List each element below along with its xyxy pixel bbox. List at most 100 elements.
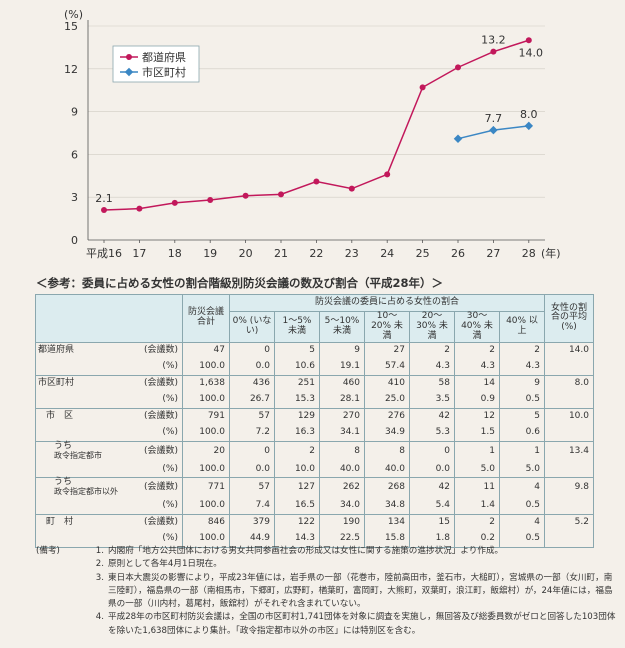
x-unit-label: (年): [541, 246, 561, 260]
reference-table: 防災会議合計 防災会議の委員に占める女性の割合 女性の割合の平均 (%) 0% …: [35, 294, 594, 549]
note-text: 東日本大震災の影響により，平成23年値には，岩手県の一部（花巻市，陸前高田市，釜…: [108, 572, 613, 610]
row-label-subtext: 政令指定都市: [54, 450, 102, 460]
data-point: [101, 207, 107, 214]
cell-value: 0: [229, 341, 275, 359]
cell-value: 0: [409, 440, 455, 462]
note-text: 平成28年の市区町村防災会議は，全国の市区町村1,741団体を対象に調査を実施し…: [108, 612, 616, 636]
data-point: [278, 191, 284, 198]
cell-value: 7.4: [229, 498, 275, 515]
x-tick-label: 22: [309, 247, 323, 260]
row-unit: (%): [124, 531, 183, 549]
cell-value: 190: [319, 514, 365, 532]
header-bin: 40% 以上: [499, 311, 545, 343]
note-number: 1.: [95, 546, 104, 556]
x-tick-label: 23: [345, 247, 359, 260]
cell-total: 100.0: [182, 461, 230, 478]
data-label: 7.7: [485, 112, 503, 125]
header-bin: 10～20% 未満: [364, 311, 410, 343]
data-point: [136, 205, 143, 212]
cell-value: 0.0: [229, 461, 275, 478]
cell-value: 11: [454, 477, 500, 499]
y-tick-label: 3: [71, 191, 78, 204]
notes-head: [36, 611, 82, 638]
table-row: (%) 100.0 7.4 16.5 34.0 34.8 5.4 1.4 0.5: [35, 498, 594, 515]
data-label: 2.1: [95, 192, 113, 205]
header-bin-text: 10～20% 未満: [371, 311, 403, 341]
cell-value: 40.0: [319, 461, 365, 478]
cell-value: 7.2: [229, 424, 275, 442]
cell-value: 0.9: [454, 391, 500, 409]
row-unit: (会議数): [124, 514, 183, 532]
cell-value: 460: [319, 374, 365, 392]
notes: (備考) 1. 内閣府「地方公共団体における男女共同参画社会の形成又は女性に関する施…: [36, 545, 616, 638]
cell-total: 100.0: [182, 498, 230, 515]
cell-total: 1,638: [182, 374, 230, 392]
legend-marker-municipality: [124, 67, 134, 77]
cell-value: 4: [499, 514, 545, 532]
data-point: [207, 197, 214, 204]
cell-average: 5.2: [544, 514, 594, 532]
cell-value: 34.8: [364, 498, 410, 515]
cell-value: 16.5: [274, 498, 320, 515]
header-group: 防災会議の委員に占める女性の割合: [229, 294, 545, 312]
cell-value: 1.5: [454, 424, 500, 442]
note-number: 4.: [95, 612, 104, 623]
row-label: [35, 531, 124, 549]
cell-value: 5.4: [409, 498, 455, 515]
line-chart: 0 3 6 9 12 15 平成16 17 18 19 20 21 22 23 24 25 26 27 28 2.1…: [0, 0, 625, 272]
cell-total: 791: [182, 407, 230, 425]
cell-total: 771: [182, 477, 230, 499]
row-unit: (会議数): [124, 341, 183, 359]
data-point: [455, 64, 461, 71]
cell-average: 10.0: [544, 407, 594, 425]
cell-total: 100.0: [182, 391, 230, 409]
cell-value: 0.5: [499, 391, 545, 409]
row-unit: (%): [162, 500, 178, 511]
y-tick-label: 9: [71, 106, 78, 119]
cell-value: 0.6: [499, 424, 545, 442]
cell-value: 42: [409, 407, 455, 425]
cell-value: 10.0: [274, 461, 320, 478]
table-row: 都道府県 (会議数) 47 0 5 9 27 2 2 2 14.0: [35, 341, 594, 359]
chart-legend: 都道府県 市区町村: [112, 45, 200, 83]
cell-value: 2: [409, 341, 455, 359]
cell-value: 410: [364, 374, 410, 392]
note-item: 2. 原則として各年4月1日現在。: [36, 558, 616, 571]
cell-total: 846: [182, 514, 230, 532]
cell-value: 27: [364, 341, 410, 359]
row-label: [35, 498, 124, 515]
data-point: [453, 134, 463, 143]
x-tick-label: 19: [203, 247, 217, 260]
cell-value: 0.5: [499, 498, 545, 515]
cell-average: [544, 461, 594, 478]
data-point: [242, 192, 249, 199]
row-label-text: 都道府県: [38, 344, 75, 355]
cell-value: 42: [409, 477, 455, 499]
cell-value: 28.1: [319, 391, 365, 409]
cell-value: 19.1: [319, 358, 365, 376]
table-row: うち 政令指定都市 (会議数) 20 0 2 8 8 0 1 1 13.4: [35, 440, 594, 462]
row-label-text: 町 村: [46, 517, 74, 528]
notes-head: [36, 558, 82, 571]
table-row: (%) 100.0 7.2 16.3 34.1 34.9 5.3 1.5 0.6: [35, 424, 594, 442]
cell-average: [544, 391, 594, 409]
data-point: [489, 125, 498, 135]
header-blank: [35, 294, 183, 343]
reference-title: ＜参考：委員に占める女性の割合階級別防災会議の数及び割合（平成28年）＞: [36, 276, 443, 290]
x-tick-label: 平成16: [86, 247, 122, 260]
cell-total: 47: [182, 341, 230, 359]
data-point: [490, 48, 497, 55]
table-row: (%) 100.0 0.0 10.0 40.0 40.0 0.0 5.0 5.0: [35, 461, 594, 478]
cell-value: 2: [454, 514, 500, 532]
cell-average: 13.4: [544, 440, 594, 462]
x-tick-label: 17: [132, 247, 146, 260]
cell-total: 20: [182, 440, 230, 462]
x-tick-label: 25: [416, 247, 430, 260]
cell-value: 4.3: [409, 358, 455, 376]
data-label: 8.0: [520, 108, 538, 121]
cell-value: 16.3: [274, 424, 320, 442]
cell-value: 4.3: [499, 358, 545, 376]
cell-value: 34.0: [319, 498, 365, 515]
x-tick-label: 24: [380, 247, 394, 260]
cell-value: 8: [364, 440, 410, 462]
